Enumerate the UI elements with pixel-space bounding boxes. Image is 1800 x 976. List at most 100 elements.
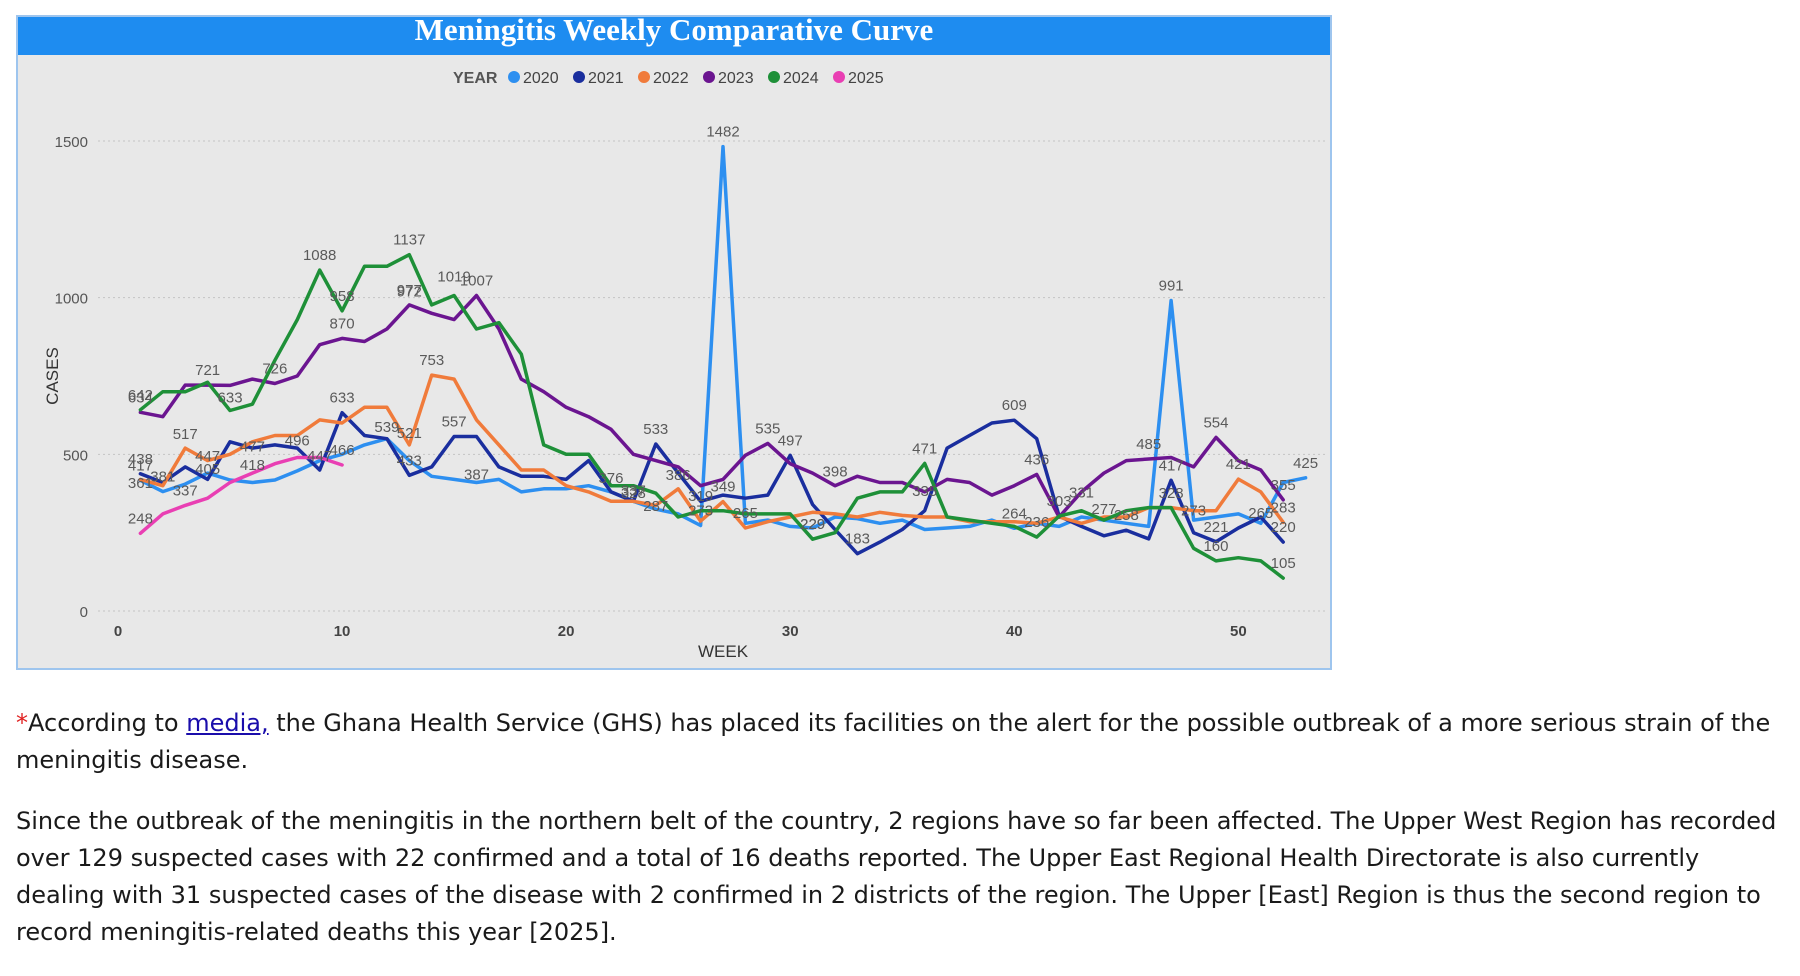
data-label: 609: [1002, 397, 1027, 414]
data-label: 477: [240, 439, 265, 456]
data-label: 1482: [706, 124, 739, 141]
legend-marker: [768, 71, 780, 83]
data-label: 355: [1271, 477, 1296, 494]
data-label: 417: [1159, 457, 1184, 474]
data-label: 303: [1047, 493, 1072, 510]
data-label: 319: [688, 488, 713, 505]
data-label: 634: [128, 389, 153, 406]
data-label: 485: [1136, 436, 1161, 453]
x-tick-label: 50: [1230, 623, 1247, 640]
series-line-2023: [138, 293, 1285, 519]
legend-marker: [833, 71, 845, 83]
data-label: 433: [397, 452, 422, 469]
data-label: 466: [330, 442, 355, 459]
data-label: 405: [195, 461, 220, 478]
data-label: 535: [755, 420, 780, 437]
data-label: 972: [397, 283, 422, 300]
paragraph-1-lead: According to: [28, 709, 187, 737]
series-line-2025: [138, 455, 344, 536]
x-tick-label: 30: [782, 623, 799, 640]
data-label: 1007: [460, 272, 493, 289]
legend-label: 2023: [718, 70, 754, 87]
chart-title: Meningitis Weekly Comparative Curve: [18, 17, 1330, 55]
data-label: 421: [1226, 456, 1251, 473]
data-label: 160: [1203, 538, 1228, 555]
data-label: 497: [778, 432, 803, 449]
legend-label: 2021: [588, 70, 624, 87]
legend-label: 2020: [523, 70, 559, 87]
data-label: 328: [1159, 485, 1184, 502]
data-label: 387: [464, 467, 489, 484]
paragraph-1-rest: the Ghana Health Service (GHS) has place…: [16, 709, 1771, 774]
footnote-asterisk: *: [16, 709, 28, 737]
legend-label: 2024: [783, 70, 819, 87]
data-label: 248: [128, 510, 153, 527]
data-label: 265: [1248, 505, 1273, 522]
data-label: 258: [1114, 507, 1139, 524]
data-label: 220: [1271, 519, 1296, 536]
series-line-2024: [138, 252, 1285, 580]
data-label: 105: [1271, 555, 1296, 572]
data-label: 229: [800, 516, 825, 533]
series-line-2021: [138, 410, 1285, 556]
data-label: 236: [1024, 514, 1049, 531]
chart-panel: Meningitis Weekly Comparative Curve 0 500…: [16, 15, 1332, 670]
y-tick-label: 0: [80, 604, 88, 621]
data-label: 721: [195, 362, 220, 379]
data-label: 753: [419, 352, 444, 369]
data-label: 977: [397, 282, 422, 299]
y-tick-label: 1000: [55, 291, 88, 308]
data-label: 633: [218, 390, 243, 407]
data-label: 958: [330, 288, 355, 305]
data-label: 264: [1002, 505, 1027, 522]
legend-marker: [703, 71, 715, 83]
legend-marker: [508, 71, 520, 83]
data-label: 447: [195, 448, 220, 465]
data-label: 496: [285, 433, 310, 450]
data-label: 870: [330, 315, 355, 332]
legend-marker: [638, 71, 650, 83]
media-link[interactable]: media,: [186, 709, 269, 737]
x-tick-label: 0: [114, 623, 122, 640]
data-label: 991: [1159, 277, 1184, 294]
data-label: 273: [1181, 502, 1206, 519]
article-paragraph-2: Since the outbreak of the meningitis in …: [16, 807, 1777, 946]
legend-label: 2022: [653, 70, 689, 87]
data-label: 337: [621, 482, 646, 499]
data-label: 726: [262, 361, 287, 378]
legend-label: 2025: [848, 70, 884, 87]
data-label: 229: [800, 516, 825, 533]
y-axis-title: CASES: [43, 347, 62, 405]
line-chart: 0 500 1000 1500 0 10 20 30 40 50 WEEK CASES YEAR 2020…: [43, 70, 1328, 661]
data-label: 436: [1024, 451, 1049, 468]
y-tick-label: 500: [63, 447, 88, 464]
x-axis-title: WEEK: [698, 642, 749, 661]
data-label: 328: [621, 485, 646, 502]
data-label: 273: [688, 502, 713, 519]
data-label: 1088: [303, 247, 336, 264]
x-tick-label: 40: [1006, 623, 1023, 640]
data-label: 221: [1203, 519, 1228, 536]
data-label: 633: [330, 390, 355, 407]
data-label: 642: [128, 387, 153, 404]
data-label: 398: [823, 463, 848, 480]
data-label: 438: [128, 451, 153, 468]
legend-title: YEAR: [453, 70, 498, 87]
data-label: 557: [442, 413, 467, 430]
data-label: 1137: [393, 232, 425, 249]
data-label: 381: [150, 469, 175, 486]
data-label: 447: [307, 448, 332, 465]
data-label: 425: [1293, 455, 1318, 472]
data-label: 376: [598, 470, 623, 487]
data-label: 517: [173, 426, 198, 443]
data-label: 471: [912, 440, 937, 457]
y-tick-label: 1500: [55, 134, 88, 151]
data-label: 283: [1271, 499, 1296, 516]
data-label: 331: [1069, 484, 1094, 501]
data-label: 539: [374, 419, 399, 436]
data-label: 337: [173, 482, 198, 499]
data-label: 417: [128, 457, 153, 474]
data-label: 287: [643, 498, 668, 515]
data-label: 183: [845, 531, 870, 548]
data-label: 1019: [437, 269, 470, 286]
